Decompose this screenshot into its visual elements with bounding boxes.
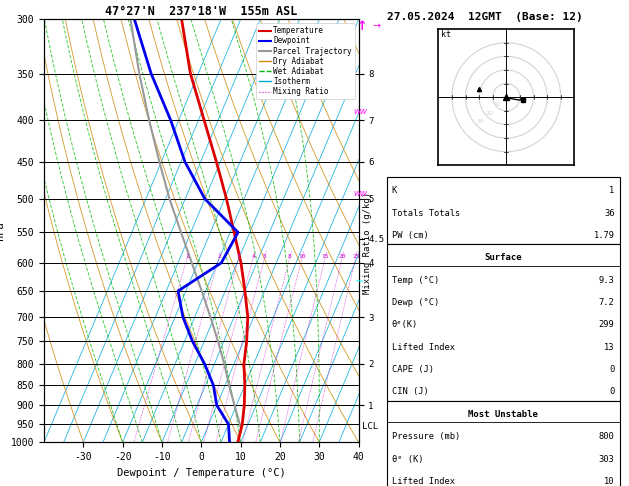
Text: 13: 13: [604, 343, 615, 352]
Text: 2: 2: [218, 255, 221, 260]
Text: 10: 10: [299, 255, 306, 260]
Text: 3: 3: [237, 255, 241, 260]
Text: 27.05.2024  12GMT  (Base: 12): 27.05.2024 12GMT (Base: 12): [387, 12, 582, 22]
Text: θᵉ(K): θᵉ(K): [392, 320, 418, 330]
Text: Dewp (°C): Dewp (°C): [392, 298, 439, 307]
Text: 25: 25: [352, 255, 360, 260]
Text: ~: ~: [355, 277, 364, 287]
Text: 800: 800: [599, 432, 615, 441]
Text: Mixing Ratio (g/kg): Mixing Ratio (g/kg): [364, 192, 372, 294]
Text: Lifted Index: Lifted Index: [392, 477, 455, 486]
Text: 30: 30: [476, 119, 484, 124]
Text: 10: 10: [604, 477, 615, 486]
Text: WW: WW: [353, 109, 367, 115]
Text: Lifted Index: Lifted Index: [392, 343, 455, 352]
Text: 0: 0: [610, 365, 615, 374]
Text: WW: WW: [353, 191, 367, 197]
Text: 1: 1: [610, 186, 615, 195]
Text: kt: kt: [441, 30, 451, 39]
Text: 1: 1: [186, 255, 189, 260]
Y-axis label: hPa: hPa: [0, 222, 5, 240]
Text: 1.79: 1.79: [594, 231, 615, 240]
Text: CIN (J): CIN (J): [392, 387, 428, 397]
Text: Totals Totals: Totals Totals: [392, 208, 460, 218]
Text: 15: 15: [321, 255, 329, 260]
Legend: Temperature, Dewpoint, Parcel Trajectory, Dry Adiabat, Wet Adiabat, Isotherm, Mi: Temperature, Dewpoint, Parcel Trajectory…: [256, 23, 355, 99]
Text: 20: 20: [485, 110, 493, 116]
Text: 36: 36: [604, 208, 615, 218]
Y-axis label: km
ASL: km ASL: [393, 221, 409, 241]
Text: 5: 5: [263, 255, 267, 260]
Text: Temp (°C): Temp (°C): [392, 276, 439, 285]
Title: 47°27'N  237°18'W  155m ASL: 47°27'N 237°18'W 155m ASL: [105, 5, 298, 18]
Text: K: K: [392, 186, 397, 195]
Text: Pressure (mb): Pressure (mb): [392, 432, 460, 441]
Text: 8: 8: [288, 255, 292, 260]
Text: →: →: [372, 22, 380, 32]
Text: Most Unstable: Most Unstable: [468, 410, 538, 419]
Text: CAPE (J): CAPE (J): [392, 365, 434, 374]
Text: 303: 303: [599, 454, 615, 464]
Text: 4: 4: [252, 255, 255, 260]
Text: 7.2: 7.2: [599, 298, 615, 307]
Text: ↑: ↑: [357, 20, 367, 33]
Text: LCL: LCL: [362, 421, 378, 431]
Text: 10: 10: [494, 102, 501, 107]
Text: Surface: Surface: [484, 253, 522, 262]
Text: 20: 20: [338, 255, 346, 260]
Text: 299: 299: [599, 320, 615, 330]
Text: 0: 0: [610, 387, 615, 397]
Text: 9.3: 9.3: [599, 276, 615, 285]
Text: PW (cm): PW (cm): [392, 231, 428, 240]
Text: θᵉ (K): θᵉ (K): [392, 454, 423, 464]
X-axis label: Dewpoint / Temperature (°C): Dewpoint / Temperature (°C): [117, 468, 286, 478]
